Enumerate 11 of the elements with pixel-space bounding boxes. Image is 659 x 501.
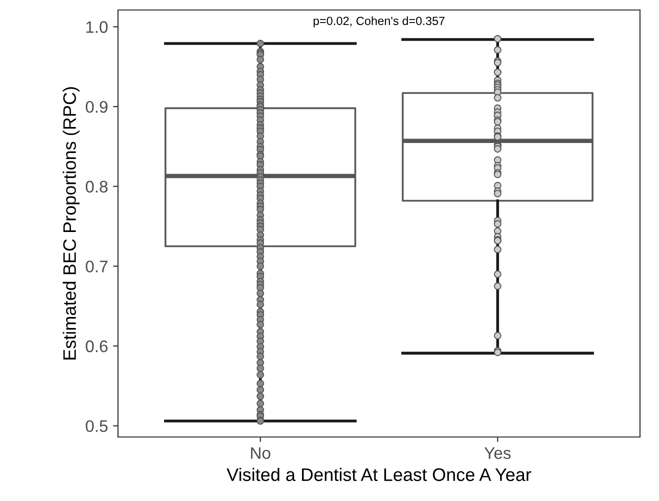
x-tick-label: Yes bbox=[484, 447, 511, 459]
x-tick-label: No bbox=[251, 447, 270, 459]
y-tick-label: 0.9 bbox=[86, 100, 108, 113]
y-tick-label: 1.0 bbox=[86, 21, 108, 33]
y-tick-label: 0.6 bbox=[86, 340, 108, 352]
y-tick-label: 0.5 bbox=[86, 420, 108, 432]
y-axis-title: Estimated BEC Proportions (RPC) bbox=[62, 87, 80, 360]
y-tick-label: 0.8 bbox=[86, 180, 108, 193]
x-axis-title: Visited a Dentist At Least Once A Year bbox=[226, 468, 532, 482]
annotation: p=0.02, Cohen's d=0.357 bbox=[314, 16, 445, 28]
y-tick-label: 0.7 bbox=[86, 260, 108, 272]
